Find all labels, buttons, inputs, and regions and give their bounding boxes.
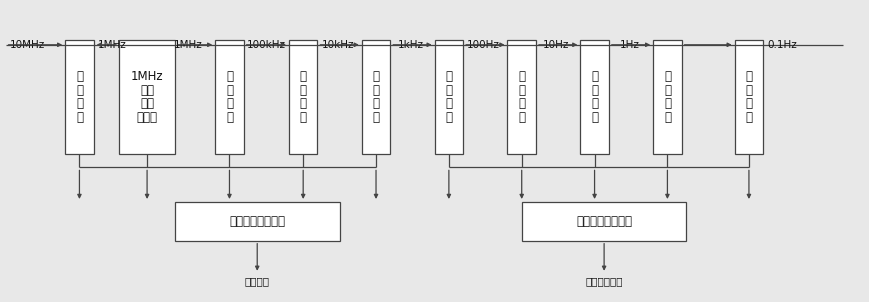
Text: 十
分
频
器: 十 分 频 器 [299,70,307,124]
Text: 0.1Hz: 0.1Hz [766,40,796,50]
Bar [521,202,686,241]
Text: 闸门时间信号: 闸门时间信号 [585,276,622,286]
Bar [362,40,390,154]
Bar [733,40,762,154]
Bar [289,40,317,154]
Bar [507,40,535,154]
Bar [653,40,681,154]
Text: 1kHz: 1kHz [397,40,423,50]
Text: 1MHz: 1MHz [173,40,202,50]
Text: 十
分
频
器: 十 分 频 器 [663,70,670,124]
Bar [434,40,462,154]
Text: 10kHz: 10kHz [322,40,354,50]
Text: 100kHz: 100kHz [246,40,285,50]
Text: 1MHz: 1MHz [98,40,127,50]
Bar [580,40,608,154]
Text: 十
分
频
器: 十 分 频 器 [445,70,452,124]
Text: 10MHz: 10MHz [10,40,45,50]
Text: 十
分
频
器: 十 分 频 器 [226,70,233,124]
Bar [119,40,175,154]
Bar [215,40,243,154]
Bar [175,202,339,241]
Text: 100Hz: 100Hz [467,40,500,50]
Text: 时标信号选择电路: 时标信号选择电路 [229,215,285,228]
Text: 十
分
频
器: 十 分 频 器 [372,70,379,124]
Bar [65,40,94,154]
Text: 十
分
频
器: 十 分 频 器 [745,70,752,124]
Text: 十
分
频
器: 十 分 频 器 [590,70,597,124]
Text: 10Hz: 10Hz [542,40,569,50]
Text: 闸门时间选择电路: 闸门时间选择电路 [575,215,632,228]
Text: 时标信号: 时标信号 [244,276,269,286]
Text: 十
分
频
器: 十 分 频 器 [518,70,525,124]
Text: 十
倍
频
器: 十 倍 频 器 [76,70,83,124]
Text: 1Hz: 1Hz [619,40,639,50]
Text: 1MHz
石英
晶体
振荡器: 1MHz 石英 晶体 振荡器 [130,70,163,124]
